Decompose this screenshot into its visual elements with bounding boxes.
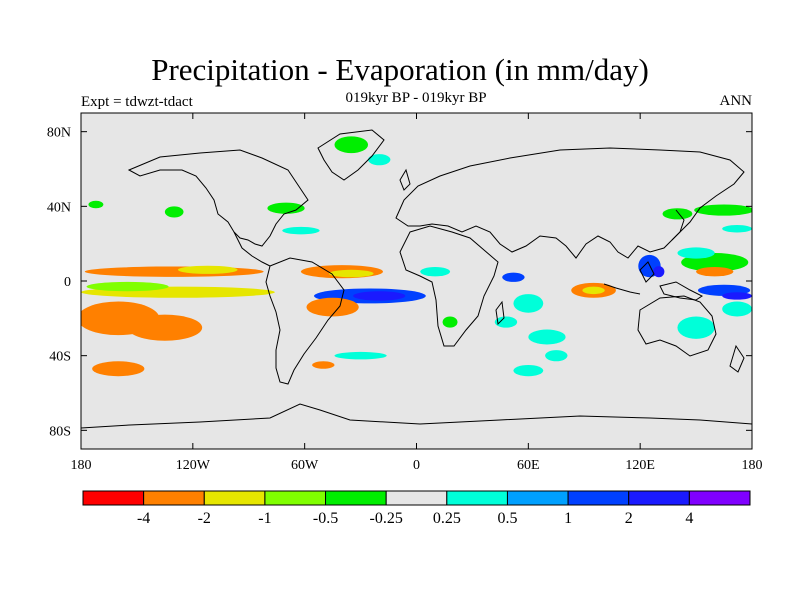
colorbar-swatch-9 [628, 490, 690, 506]
coastline-greenland [317, 129, 385, 181]
anomaly-region-19 [282, 226, 320, 235]
colorbar-label: -1 [258, 510, 271, 527]
anomaly-region-11 [306, 297, 359, 317]
colorbar-label: 4 [685, 510, 693, 527]
colorbar-label: -4 [137, 510, 150, 527]
colorbar-label: 0.5 [497, 510, 517, 527]
map-subtitle: 019kyr BP - 019kyr BP [345, 90, 487, 106]
lon-tick-label: 180 [742, 458, 763, 473]
coastline-eurasia [395, 147, 745, 259]
lat-tick-label: 40S [49, 350, 71, 365]
colorbar-label: 2 [625, 510, 633, 527]
lat-tick-label: 80S [49, 424, 71, 439]
colorbar-swatch-10 [688, 490, 751, 506]
anomaly-region-22 [502, 272, 525, 282]
anomaly-region-18 [88, 200, 104, 209]
colorbar [82, 490, 751, 506]
lon-tick-label: 60E [517, 458, 540, 473]
anomaly-region-40 [722, 225, 752, 233]
coastline-uk [399, 168, 411, 191]
anomaly-region-6 [177, 265, 238, 274]
coastlines [81, 129, 752, 429]
colorbar-swatch-2 [203, 490, 266, 506]
colorbar-swatch-8 [567, 490, 630, 506]
anomaly-region-12 [312, 361, 335, 369]
anomaly-region-38 [694, 204, 752, 216]
lat-tick-label: 0 [64, 275, 71, 290]
colorbar-swatch-4 [325, 490, 387, 506]
anomaly-region-4 [127, 314, 203, 341]
axis-ticks [80, 113, 753, 449]
coastline-indonesia [603, 261, 703, 301]
colorbar-swatch-1 [143, 490, 205, 506]
map-background [81, 113, 752, 449]
colorbar-swatch-0 [82, 490, 145, 506]
coastline-central-america [233, 231, 271, 267]
colorbar-swatch-5 [385, 490, 448, 506]
lon-tick-label: 180 [71, 458, 92, 473]
colorbar-label: -2 [198, 510, 211, 527]
lat-tick-label: 40N [47, 200, 71, 215]
anomaly-region-33 [696, 267, 734, 277]
coastline-africa [399, 225, 499, 347]
colorbar-swatch-7 [506, 490, 569, 506]
season-label: ANN [719, 93, 753, 109]
anomaly-region-29 [545, 350, 568, 362]
lon-tick-label: 120W [176, 458, 211, 473]
colorbar-label: 1 [564, 510, 572, 527]
anomaly-region-21 [442, 316, 458, 328]
colorbar-label: 0.25 [433, 510, 461, 527]
anomaly-region-25 [528, 329, 566, 345]
lon-tick-label: 120E [625, 458, 655, 473]
colorbar-label: -0.5 [313, 510, 338, 527]
anomaly-region-37 [722, 301, 752, 317]
anomaly-region-35 [722, 292, 752, 300]
coastline-madagascar [495, 300, 505, 326]
coastline-south-america [265, 257, 345, 385]
colorbar-swatch-3 [264, 490, 327, 506]
anomaly-region-24 [494, 316, 518, 328]
coastline-japan [671, 209, 685, 241]
anomaly-region-36 [677, 316, 715, 339]
anomaly-region-39 [662, 208, 693, 220]
anomaly-region-16 [267, 202, 305, 214]
colorbar-labels: -4 -2 -1 -0.5 -0.25 0.25 0.5 1 2 4 [137, 510, 693, 527]
anomaly-region-28 [513, 365, 544, 377]
anomaly-region-13 [334, 351, 387, 360]
anomaly-region-27 [582, 286, 605, 295]
colorbar-label: -0.25 [370, 510, 403, 527]
anomaly-region-17 [164, 206, 184, 218]
lon-tick-label: 0 [413, 458, 420, 473]
coastline-north-america [127, 149, 309, 247]
anomaly-region-41 [677, 247, 715, 259]
anomaly-regions [81, 136, 752, 377]
anomaly-region-20 [420, 267, 451, 277]
lon-tick-label: 60W [291, 458, 319, 473]
experiment-label: Expt = tdwzt-tdact [81, 94, 193, 110]
coastline-new-zealand [729, 344, 745, 373]
anomaly-region-0 [84, 266, 264, 277]
anomaly-region-3 [86, 281, 169, 292]
coastline-australia [637, 295, 717, 357]
axis-tick-labels: 180 120W 60W 0 60E 120E 180 80N 40N 0 40S 80S [47, 126, 763, 473]
anomaly-region-14 [334, 136, 369, 154]
anomaly-region-8 [328, 269, 374, 278]
colorbar-swatch-6 [446, 490, 508, 506]
anomaly-region-31 [653, 266, 665, 278]
anomaly-region-15 [368, 154, 391, 166]
anomaly-region-5 [92, 361, 145, 377]
coastline-antarctica [81, 403, 752, 429]
map-title: Precipitation - Evaporation (in mm/day) [151, 52, 649, 87]
anomaly-region-10 [353, 291, 406, 301]
lat-tick-label: 80N [47, 126, 71, 141]
anomaly-region-23 [513, 294, 544, 313]
